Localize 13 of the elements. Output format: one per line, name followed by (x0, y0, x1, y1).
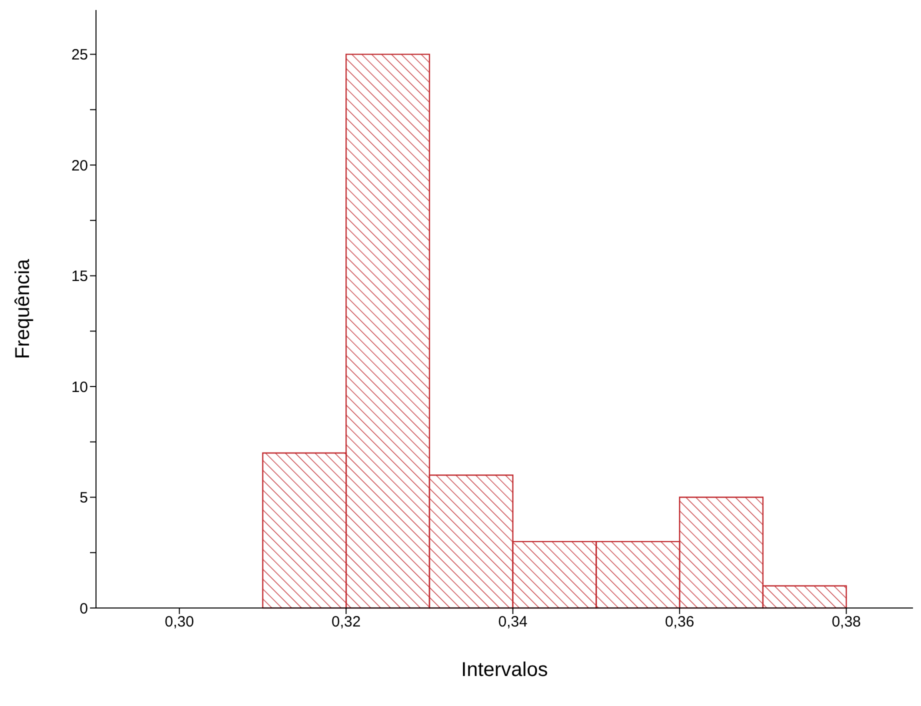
x-tick-label: 0,32 (332, 614, 361, 631)
x-axis-title: Intervalos (461, 659, 548, 681)
y-tick-label: 15 (71, 268, 88, 286)
y-tick-label: 10 (71, 378, 88, 396)
y-tick-label: 0 (80, 600, 88, 618)
y-tick-label: 20 (71, 157, 88, 174)
x-tick-label: 0,38 (832, 614, 861, 631)
x-tick-label: 0,30 (164, 614, 194, 631)
y-axis-title: Frequência (12, 258, 34, 360)
y-tick-label: 5 (80, 490, 88, 507)
x-tick-label: 0,36 (664, 614, 694, 631)
y-tick-label: 25 (71, 46, 88, 64)
x-tick-label: 0,34 (498, 614, 528, 631)
